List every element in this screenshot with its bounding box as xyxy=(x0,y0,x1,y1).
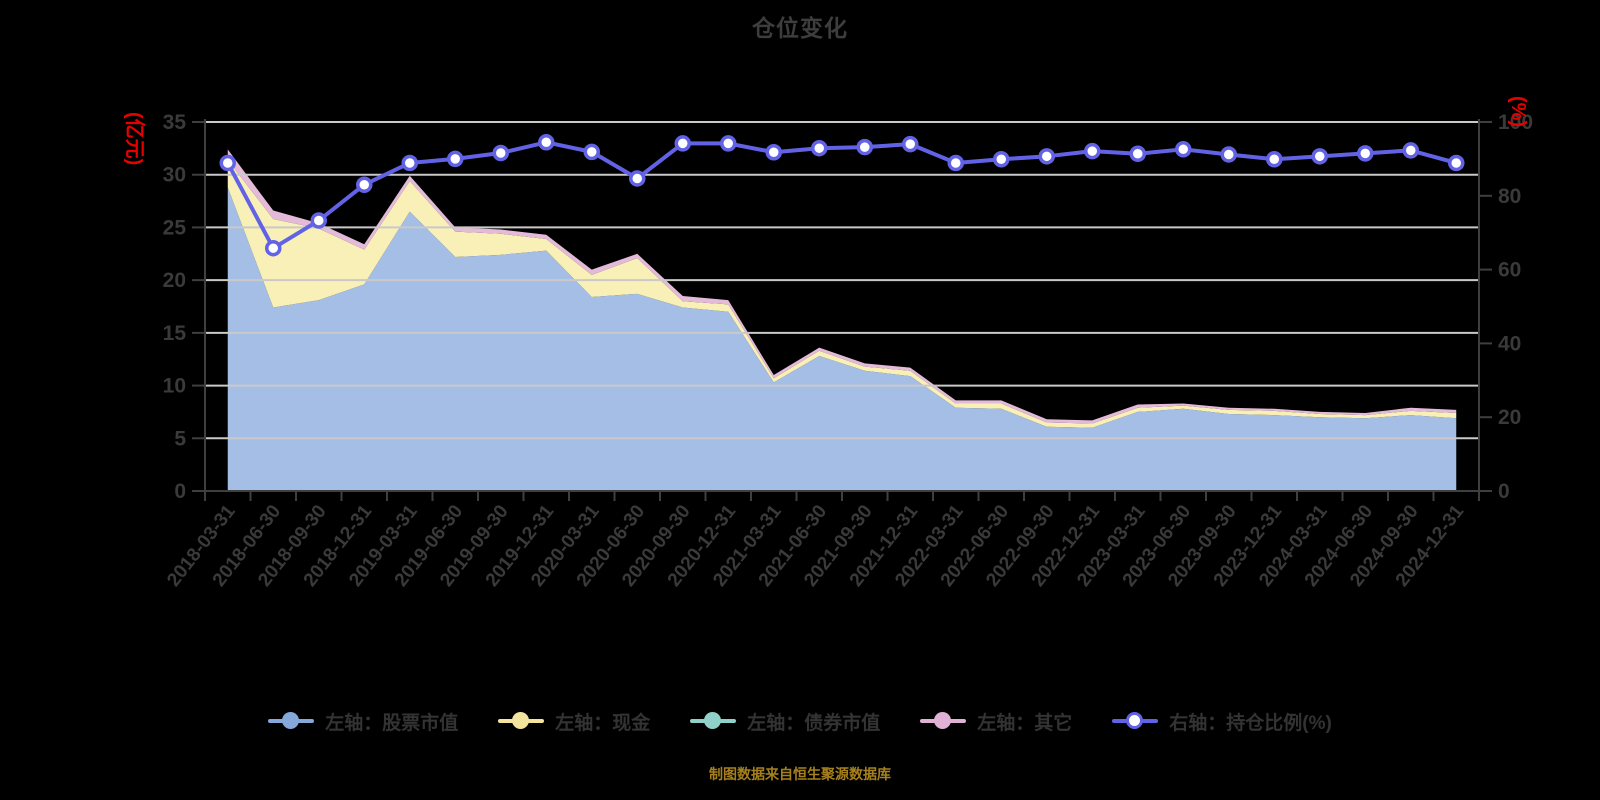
legend-label: 右轴：持仓比例(%) xyxy=(1169,712,1332,734)
chart-legend: 左轴：股票市值 左轴：现金 左轴：债券市值 左轴：其它 右轴：持仓比例(%) xyxy=(0,703,1600,739)
ratio-data-point xyxy=(1175,141,1192,158)
ratio-data-point xyxy=(629,170,646,187)
legend-label: 左轴：现金 xyxy=(555,712,651,734)
right-axis-unit-label: (%) xyxy=(1507,96,1529,127)
ratio-data-point xyxy=(1448,154,1465,172)
ratio-data-point xyxy=(720,135,737,152)
ratio-data-point xyxy=(674,135,691,152)
ratio-data-point xyxy=(993,151,1010,168)
left-axis-tick-label: 30 xyxy=(163,164,186,187)
legend-marker-icon xyxy=(920,712,967,730)
ratio-data-point xyxy=(1357,145,1374,162)
ratio-data-point xyxy=(401,154,418,172)
legend-item-cash[interactable]: 左轴：现金 xyxy=(498,703,650,739)
left-axis-tick-label: 20 xyxy=(163,269,186,292)
stacked-areas xyxy=(227,149,1457,491)
right-axis-tick-label: 60 xyxy=(1498,259,1521,282)
legend-item-bond[interactable]: 左轴：债券市值 xyxy=(690,703,880,739)
ratio-data-point xyxy=(447,150,464,168)
chart-title: 仓位变化 xyxy=(752,15,848,41)
right-axis-tick-label: 0 xyxy=(1498,480,1510,503)
ratio-data-point xyxy=(1220,146,1237,163)
right-axis-tick-label: 80 xyxy=(1498,185,1521,208)
legend-marker-icon xyxy=(1112,712,1159,730)
ratio-data-point xyxy=(902,135,919,153)
ratio-data-point xyxy=(219,154,236,172)
left-axis-tick-label: 0 xyxy=(174,480,186,503)
left-axis-tick-label: 5 xyxy=(174,427,186,450)
right-axis-tick-label: 20 xyxy=(1498,406,1521,429)
left-axis-unit-label: (亿元) xyxy=(123,112,147,165)
ratio-data-point xyxy=(1402,142,1419,159)
data-source-caption: 制图数据来自恒生聚源数据库 xyxy=(709,766,891,782)
ratio-data-point xyxy=(265,239,282,257)
legend-label: 左轴：债券市值 xyxy=(747,712,881,734)
gridlines xyxy=(205,121,1479,440)
ratio-data-point xyxy=(538,134,555,151)
ratio-data-point xyxy=(856,138,873,156)
legend-marker-icon xyxy=(268,712,315,730)
legend-item-stock[interactable]: 左轴：股票市值 xyxy=(268,703,458,739)
legend-label: 左轴：其它 xyxy=(977,712,1073,734)
legend-item-other[interactable]: 左轴：其它 xyxy=(920,703,1072,739)
ratio-data-point xyxy=(1084,142,1101,160)
legend-label: 左轴：股票市值 xyxy=(325,712,459,734)
left-axis-tick-label: 15 xyxy=(163,322,187,345)
ratio-data-point xyxy=(583,143,600,161)
right-axis-tick-label: 100 xyxy=(1498,111,1533,134)
axes xyxy=(192,119,1492,501)
left-axis-tick-label: 25 xyxy=(163,216,187,239)
ratio-data-point xyxy=(1266,151,1283,168)
ratio-data-point xyxy=(310,212,327,229)
ratio-data-point xyxy=(765,144,782,161)
ratio-data-point xyxy=(811,139,828,157)
ratio-line-series xyxy=(219,134,1465,257)
left-axis-tick-label: 10 xyxy=(163,375,186,398)
right-axis-tick-label: 40 xyxy=(1498,332,1521,355)
ratio-data-point xyxy=(1129,145,1146,162)
ratio-line xyxy=(225,140,1459,251)
left-axis-tick-label: 35 xyxy=(163,111,187,134)
ratio-data-point xyxy=(1311,148,1328,165)
legend-item-ratio[interactable]: 右轴：持仓比例(%) xyxy=(1112,703,1332,739)
area-series-stock xyxy=(227,187,1457,491)
ratio-data-point xyxy=(356,176,373,193)
ratio-data-point xyxy=(1038,148,1055,165)
ratio-data-point xyxy=(492,144,509,162)
legend-marker-icon xyxy=(690,712,737,730)
ratio-data-point xyxy=(947,154,964,172)
legend-marker-icon xyxy=(498,712,545,730)
